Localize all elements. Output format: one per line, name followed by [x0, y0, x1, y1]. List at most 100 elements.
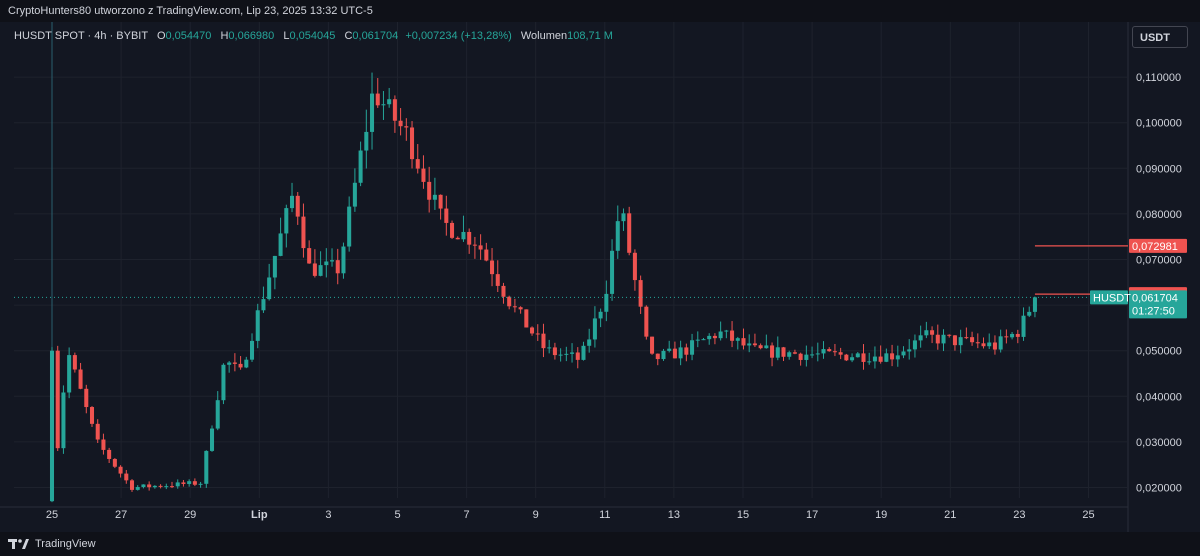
candle-body	[970, 337, 975, 343]
candle-body	[678, 347, 683, 359]
candle-body	[381, 104, 386, 106]
candle-body	[987, 342, 992, 347]
candle-body	[610, 250, 615, 294]
candle-body	[501, 285, 506, 297]
candle-body	[924, 330, 929, 336]
candle-body	[398, 120, 403, 127]
candle-body	[558, 354, 563, 356]
y-tick-label: 0,090000	[1136, 163, 1182, 175]
candle-body	[415, 159, 420, 169]
candle-body	[861, 353, 866, 362]
candle-body	[781, 347, 786, 357]
candle-body	[878, 356, 883, 362]
candle-body	[227, 362, 232, 365]
y-tick-label: 0,100000	[1136, 118, 1182, 130]
candle-body	[438, 194, 443, 209]
y-tick-label: 0,040000	[1136, 391, 1182, 403]
candle-body	[169, 486, 175, 488]
x-tick-label: 27	[115, 509, 127, 521]
candle-body	[364, 131, 369, 151]
candle-body	[941, 334, 946, 344]
candle-body	[632, 252, 637, 281]
candle-body	[370, 93, 375, 132]
candle-body	[461, 231, 466, 240]
x-tick-label: 15	[737, 509, 749, 521]
candle-body	[770, 345, 775, 358]
candle-body	[530, 327, 535, 334]
candle-body	[78, 369, 83, 389]
brand-label: TradingView	[35, 538, 96, 550]
x-tick-label: 17	[806, 509, 818, 521]
candle-body	[787, 352, 792, 357]
low-value: 0,054045	[289, 30, 336, 42]
open-value: 0,054470	[165, 30, 212, 42]
candle-body	[135, 487, 140, 490]
high-label: H	[220, 30, 229, 42]
candle-body	[541, 333, 546, 349]
candle-body	[495, 274, 500, 286]
symbol-tag: HUSDT	[1093, 292, 1131, 304]
candle-body	[404, 126, 409, 128]
candle-body	[661, 350, 666, 360]
candle-body	[129, 480, 135, 490]
candle-body	[84, 388, 89, 408]
candle-body	[587, 339, 592, 346]
candle-body	[215, 400, 220, 429]
candle-body	[855, 353, 860, 358]
y-tick-label: 0,110000	[1136, 72, 1181, 84]
candle-body	[844, 354, 849, 361]
close-label: C	[344, 30, 353, 42]
candle-body	[644, 306, 649, 337]
candle-body	[775, 347, 780, 358]
tradingview-logo[interactable]: TradingView	[8, 532, 96, 556]
candle-body	[221, 364, 226, 401]
candle-body	[124, 473, 129, 481]
candle-body	[707, 335, 712, 340]
candle-body	[478, 245, 483, 250]
candle-body	[667, 348, 672, 351]
candle-body	[198, 483, 203, 485]
candle-body	[952, 335, 957, 346]
candle-body	[655, 353, 660, 360]
candle-body	[730, 330, 735, 341]
candle-body	[455, 237, 460, 240]
candle-body	[101, 439, 106, 450]
chart-area[interactable]: 0,110000 0,100000 0,090000 0,080000 0,070000…	[0, 22, 1200, 532]
x-tick-label: 25	[46, 509, 58, 521]
candle-body	[792, 352, 797, 354]
candle-body	[627, 213, 632, 253]
candle-body	[244, 359, 249, 368]
candle-body	[410, 127, 415, 160]
ohlc-legend: HUSDT SPOT · 4h · BYBIT O0,054470 H0,066…	[14, 30, 613, 42]
candle-body	[72, 355, 77, 370]
candle-body	[352, 182, 357, 207]
candle-body	[67, 355, 72, 393]
y-tick-label: 0,070000	[1136, 255, 1182, 267]
candle-body	[112, 458, 117, 467]
candle-body	[764, 345, 769, 349]
candle-body	[284, 208, 289, 234]
candle-body	[484, 249, 489, 261]
candle-body	[467, 231, 472, 245]
candlestick-chart[interactable]: 0,110000 0,100000 0,090000 0,080000 0,070000…	[0, 22, 1200, 532]
candle-body	[947, 334, 952, 336]
y-tick-label: 0,050000	[1136, 346, 1182, 358]
candle-body	[998, 336, 1003, 350]
x-tick-label: 23	[1013, 509, 1025, 521]
candle-body	[318, 265, 323, 276]
close-value: 0,061704	[352, 30, 399, 42]
candle-body	[598, 311, 603, 319]
candle-body	[232, 362, 237, 364]
candle-body	[901, 351, 906, 356]
currency-button[interactable]: USDT	[1132, 26, 1188, 48]
candle-body	[330, 260, 335, 262]
open-label: O	[156, 30, 166, 42]
x-tick-label: Lip	[251, 509, 268, 521]
candle-body	[181, 482, 186, 484]
candle-body	[295, 195, 300, 217]
candle-body	[118, 466, 123, 474]
candle-body	[175, 482, 180, 487]
y-tick-label: 0,080000	[1136, 209, 1182, 221]
candle-body	[672, 348, 677, 359]
candle-body	[564, 353, 569, 355]
